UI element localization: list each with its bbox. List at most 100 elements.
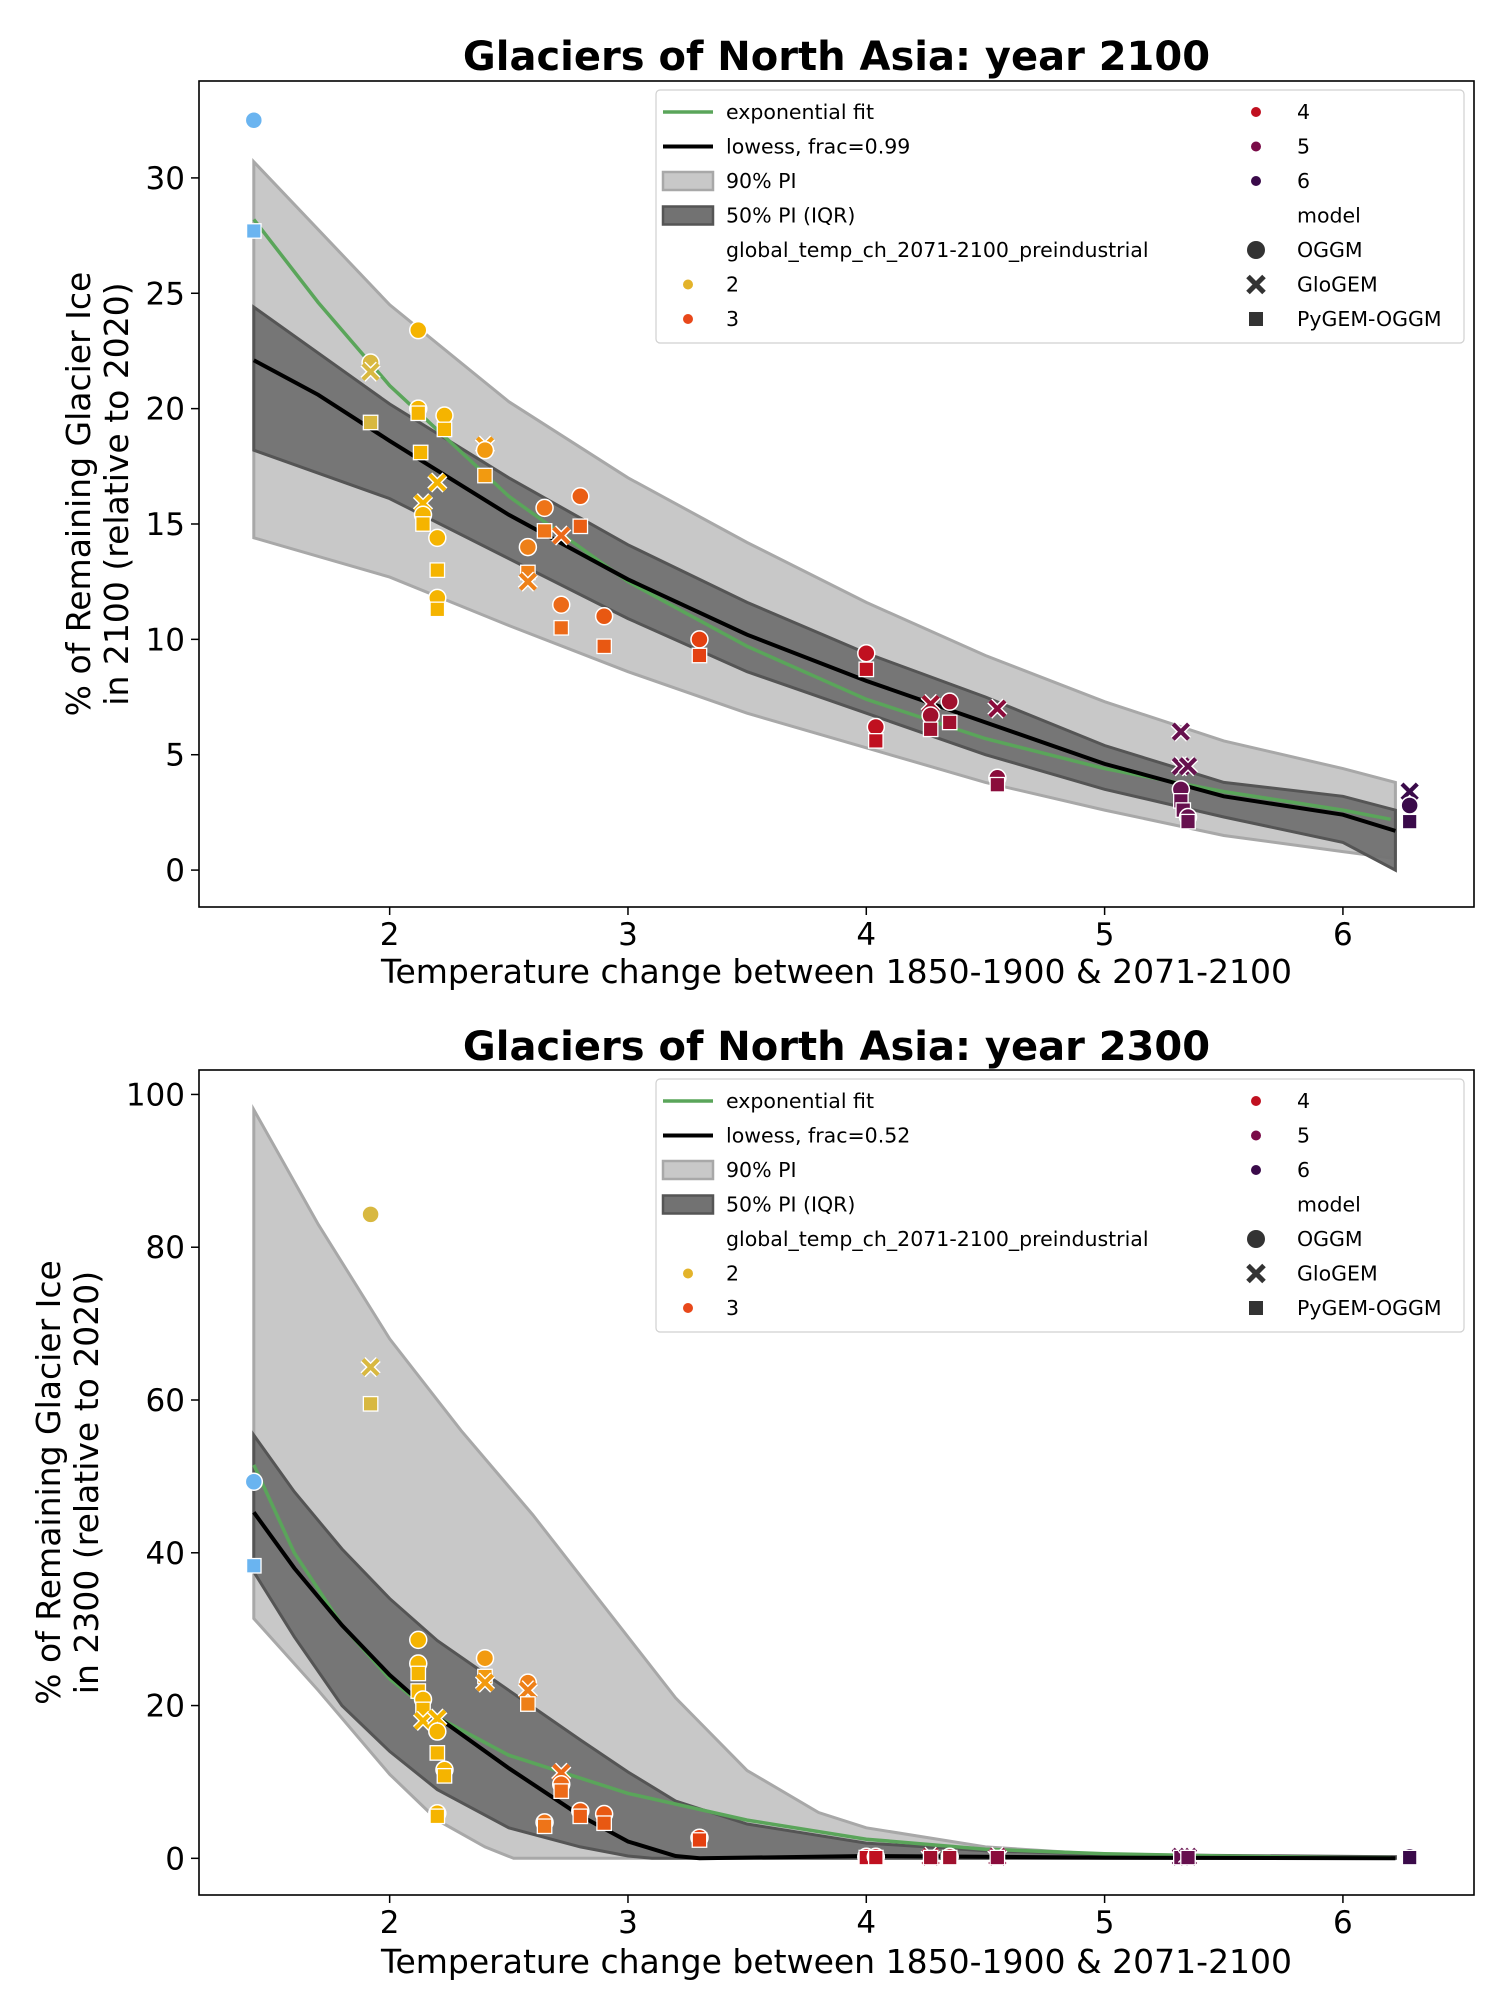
legend-swatch-hue-6 xyxy=(1251,176,1261,186)
lowess-line xyxy=(252,358,1396,833)
y-axis-label-line1: % of Remaining Glacier Ice xyxy=(29,1260,68,1705)
data-point xyxy=(429,1745,446,1761)
legend-label-model-glogem: GloGEM xyxy=(1297,1262,1378,1286)
data-point xyxy=(1180,1849,1196,1866)
legend-swatch-hue-4 xyxy=(1251,1096,1261,1106)
legend-label-pi90: 90% PI xyxy=(726,1158,797,1182)
legend-model-title: model xyxy=(1297,1193,1361,1217)
legend-label-hue-5: 5 xyxy=(1297,1124,1310,1148)
x-tick-label: 2 xyxy=(380,917,400,953)
y-tick-label: 0 xyxy=(165,853,185,889)
legend-label-hue-2: 2 xyxy=(726,1262,739,1286)
data-point xyxy=(690,630,709,649)
pi50-band xyxy=(252,304,1397,873)
data-point xyxy=(867,1849,884,1866)
data-point xyxy=(989,1849,1006,1866)
y-tick-label: 30 xyxy=(146,161,185,197)
data-point xyxy=(428,1722,447,1741)
data-point xyxy=(429,601,446,618)
data-point xyxy=(475,1673,495,1692)
data-point xyxy=(922,1849,939,1866)
data-point xyxy=(1178,757,1198,776)
data-point xyxy=(518,1681,538,1700)
x-tick-label: 2 xyxy=(380,1905,400,1941)
legend-swatch-model-glogem xyxy=(1246,274,1266,295)
plot-frame xyxy=(198,1069,1475,1896)
data-point xyxy=(594,607,614,626)
data-point xyxy=(413,1711,433,1730)
chart-title: Glaciers of North Asia: year 2100 xyxy=(463,34,1210,80)
chart-title: Glaciers of North Asia: year 2300 xyxy=(463,1024,1210,1070)
data-point xyxy=(362,414,379,431)
data-point xyxy=(362,1395,379,1412)
chart-year-2100: Glaciers of North Asia: year 2100 2 3 4 5 6 0 5… xyxy=(59,34,1475,991)
legend: exponential fit lowess, frac=0.99 90% PI 50… xyxy=(655,89,1465,344)
y-axis-label-line2: in 2100 (relative to 2020) xyxy=(97,282,136,705)
data-point xyxy=(922,721,939,738)
x-tick-label: 4 xyxy=(856,1905,876,1941)
data-point xyxy=(436,421,453,438)
y-tick-label: 10 xyxy=(146,622,185,658)
data-point xyxy=(596,638,613,655)
legend-label-hue-5: 5 xyxy=(1297,135,1310,159)
x-tick-label: 6 xyxy=(1333,917,1353,953)
legend-swatch-pi50 xyxy=(661,1194,715,1215)
legend-label-model-glogem: GloGEM xyxy=(1297,273,1378,297)
legend-label-hue-2: 2 xyxy=(726,273,739,297)
legend-label-hue-6: 6 xyxy=(1297,169,1310,193)
legend-swatch-hue-5 xyxy=(1251,141,1261,152)
data-point xyxy=(691,647,708,664)
legend-swatch-hue-4 xyxy=(1251,107,1261,117)
data-point xyxy=(596,1815,613,1832)
legend-swatch-hue-2 xyxy=(683,1268,693,1279)
legend-label-model-pygem: PyGEM-OGGM xyxy=(1297,307,1442,331)
data-point xyxy=(535,498,554,518)
data-point xyxy=(520,1696,536,1712)
y-tick-label: 40 xyxy=(146,1536,185,1572)
legend-label-pi50: 50% PI (IQR) xyxy=(726,204,855,228)
legend-hue-title: global_temp_ch_2071-2100_preindustrial xyxy=(726,238,1149,263)
legend-swatch-pi90 xyxy=(661,1159,715,1181)
data-point xyxy=(1180,813,1196,830)
legend-swatch-model-oggm xyxy=(1247,241,1265,259)
data-point xyxy=(1400,796,1419,815)
data-point xyxy=(475,1648,495,1668)
data-point xyxy=(1401,813,1418,830)
data-point xyxy=(410,1665,427,1682)
legend-model-title: model xyxy=(1297,204,1361,228)
y-tick-label: 20 xyxy=(146,392,185,428)
y-axis-label: % of Remaining Glacier Icein 2300 (relat… xyxy=(29,1260,106,1705)
legend-swatch-hue-5 xyxy=(1251,1130,1261,1141)
data-point xyxy=(989,776,1006,793)
y-axis-label: % of Remaining Glacier Icein 2100 (relat… xyxy=(59,272,136,717)
legend-label-hue-3: 3 xyxy=(726,1296,739,1320)
data-point xyxy=(428,528,447,548)
plot-frame xyxy=(198,80,1475,908)
data-point xyxy=(536,523,553,539)
data-point xyxy=(518,537,538,557)
x-tick-label: 5 xyxy=(1095,917,1115,953)
data-point xyxy=(409,1630,428,1650)
legend-label-hue-6: 6 xyxy=(1297,1158,1310,1182)
data-point xyxy=(1401,1849,1418,1866)
data-point xyxy=(415,516,431,532)
x-tick-label: 6 xyxy=(1333,1905,1353,1941)
x-axis-label: Temperature change between 1850-1900 & 2… xyxy=(380,1942,1292,1981)
y-tick-label: 100 xyxy=(126,1077,185,1113)
legend-label-pi50: 50% PI (IQR) xyxy=(726,1193,855,1217)
y-tick-label: 25 xyxy=(146,276,185,312)
data-point xyxy=(475,440,495,460)
data-point xyxy=(477,467,493,484)
legend-swatch-hue-2 xyxy=(683,279,693,290)
data-point xyxy=(941,714,958,731)
data-point xyxy=(435,406,454,425)
x-axis-label: Temperature change between 1850-1900 & 2… xyxy=(380,952,1292,991)
data-point xyxy=(536,1818,553,1835)
legend-swatch-model-pygem xyxy=(1249,312,1263,326)
x-tick-label: 3 xyxy=(618,917,638,953)
y-axis-label-line1: % of Remaining Glacier Ice xyxy=(59,272,98,717)
legend-swatch-pi90 xyxy=(661,170,715,192)
legend-label-model-pygem: PyGEM-OGGM xyxy=(1297,1296,1442,1320)
